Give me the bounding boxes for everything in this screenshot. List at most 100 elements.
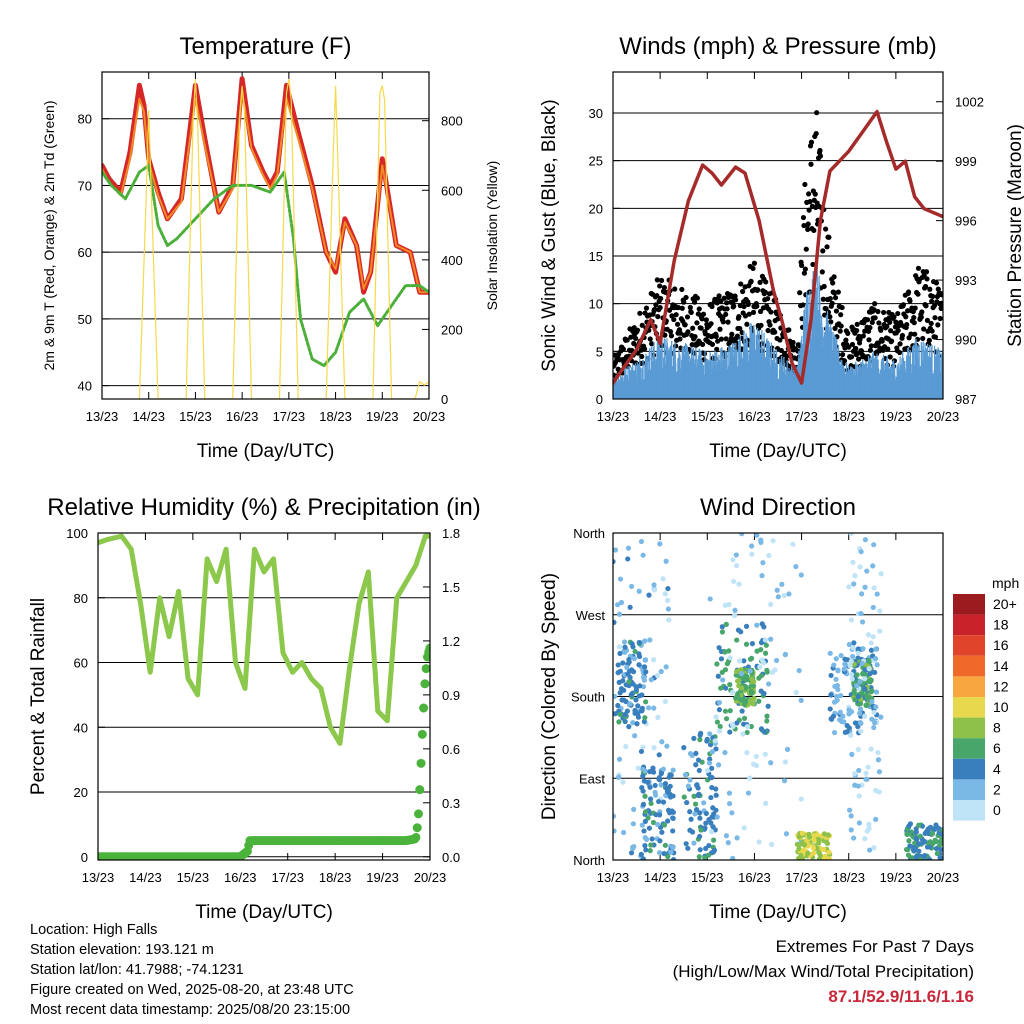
gust-point <box>758 322 764 328</box>
plot-area <box>102 76 429 399</box>
colorbar-label: 0 <box>993 802 1001 818</box>
direction-point <box>753 753 759 760</box>
direction-point <box>878 714 884 720</box>
gust-point <box>654 293 660 299</box>
direction-point <box>863 702 869 708</box>
gust-point <box>732 297 739 303</box>
direction-point <box>626 657 632 663</box>
direction-point <box>628 850 635 856</box>
direction-point <box>862 713 868 719</box>
direction-point <box>846 707 852 713</box>
direction-point <box>723 716 730 722</box>
direction-point <box>794 841 800 847</box>
direction-point <box>656 798 662 805</box>
direction-point <box>840 713 846 719</box>
direction-point <box>705 852 712 858</box>
y-tick-label: North <box>573 526 605 541</box>
series-rh <box>98 533 430 746</box>
x-tick-label: 18/23 <box>832 870 865 885</box>
direction-point <box>711 811 717 817</box>
gust-point <box>694 320 700 326</box>
y-right-tick-label: 987 <box>955 392 977 407</box>
direction-point <box>862 836 868 842</box>
gust-point <box>866 337 872 343</box>
direction-point <box>647 769 653 775</box>
gust-point <box>668 333 675 339</box>
gust-point <box>885 346 891 352</box>
direction-point <box>846 641 852 648</box>
direction-point <box>718 685 724 691</box>
extremes-block: Extremes For Past 7 Days (High/Low/Max W… <box>673 934 974 1009</box>
gust-point <box>765 296 771 302</box>
direction-point <box>927 857 933 860</box>
direction-point <box>640 773 646 779</box>
direction-point <box>704 736 710 742</box>
gust-point <box>939 292 943 298</box>
direction-point <box>754 622 760 628</box>
direction-point <box>749 551 755 557</box>
direction-point <box>727 708 733 714</box>
gust-point <box>654 277 660 283</box>
direction-point <box>647 796 654 802</box>
direction-point <box>698 730 704 737</box>
gust-point <box>699 316 705 322</box>
direction-point <box>622 644 628 650</box>
gust-point <box>716 293 722 299</box>
direction-point <box>697 847 703 853</box>
direction-point <box>827 706 833 712</box>
direction-point <box>860 671 866 677</box>
direction-point <box>616 719 622 725</box>
x-tick-label: 16/23 <box>738 409 771 424</box>
gust-point <box>687 304 693 311</box>
direction-point <box>727 682 733 688</box>
direction-point <box>632 733 638 739</box>
gust-point <box>829 300 835 306</box>
direction-point <box>860 646 866 652</box>
chart-title: Wind Direction <box>700 494 856 521</box>
x-tick-label: 16/23 <box>738 870 771 885</box>
direction-point <box>854 672 860 678</box>
gust-point <box>867 325 873 331</box>
direction-point <box>636 662 642 668</box>
direction-point <box>691 840 697 846</box>
x-tick-label: 20/23 <box>413 409 446 424</box>
series-solar <box>138 78 429 399</box>
plot-area <box>98 533 430 860</box>
direction-point <box>615 702 621 709</box>
direction-point <box>810 845 817 851</box>
direction-point <box>939 840 943 846</box>
direction-point <box>753 762 760 769</box>
panel-1: Temperature (F)Time (Day/UTC)40506070800… <box>41 33 500 462</box>
direction-point <box>762 751 768 757</box>
direction-point <box>747 775 753 781</box>
direction-point <box>649 836 655 842</box>
colorbar-swatch <box>953 738 985 759</box>
gust-point <box>691 299 698 305</box>
direction-point <box>693 762 699 768</box>
direction-point <box>731 578 737 584</box>
gust-point <box>875 308 881 315</box>
direction-point <box>826 849 832 855</box>
direction-point <box>683 841 689 847</box>
direction-point <box>625 556 631 562</box>
plot-frame <box>97 532 431 861</box>
colorbar-label: 2 <box>993 781 1001 797</box>
x-tick-label: 18/23 <box>319 409 352 424</box>
direction-point <box>738 671 745 677</box>
direction-point <box>906 838 912 844</box>
gust-point <box>795 348 801 354</box>
direction-point <box>744 729 750 736</box>
direction-point <box>696 767 702 774</box>
direction-point <box>849 671 855 678</box>
direction-point <box>734 835 740 841</box>
direction-point <box>750 683 757 689</box>
direction-point <box>857 710 863 716</box>
y-tick-label: 40 <box>78 379 92 394</box>
direction-point <box>841 719 847 725</box>
y-tick-label: 80 <box>74 591 88 606</box>
direction-point <box>651 657 657 663</box>
direction-point <box>662 780 669 787</box>
direction-point <box>637 683 643 689</box>
gust-point <box>679 286 685 293</box>
y-tick-label: 30 <box>589 106 603 121</box>
